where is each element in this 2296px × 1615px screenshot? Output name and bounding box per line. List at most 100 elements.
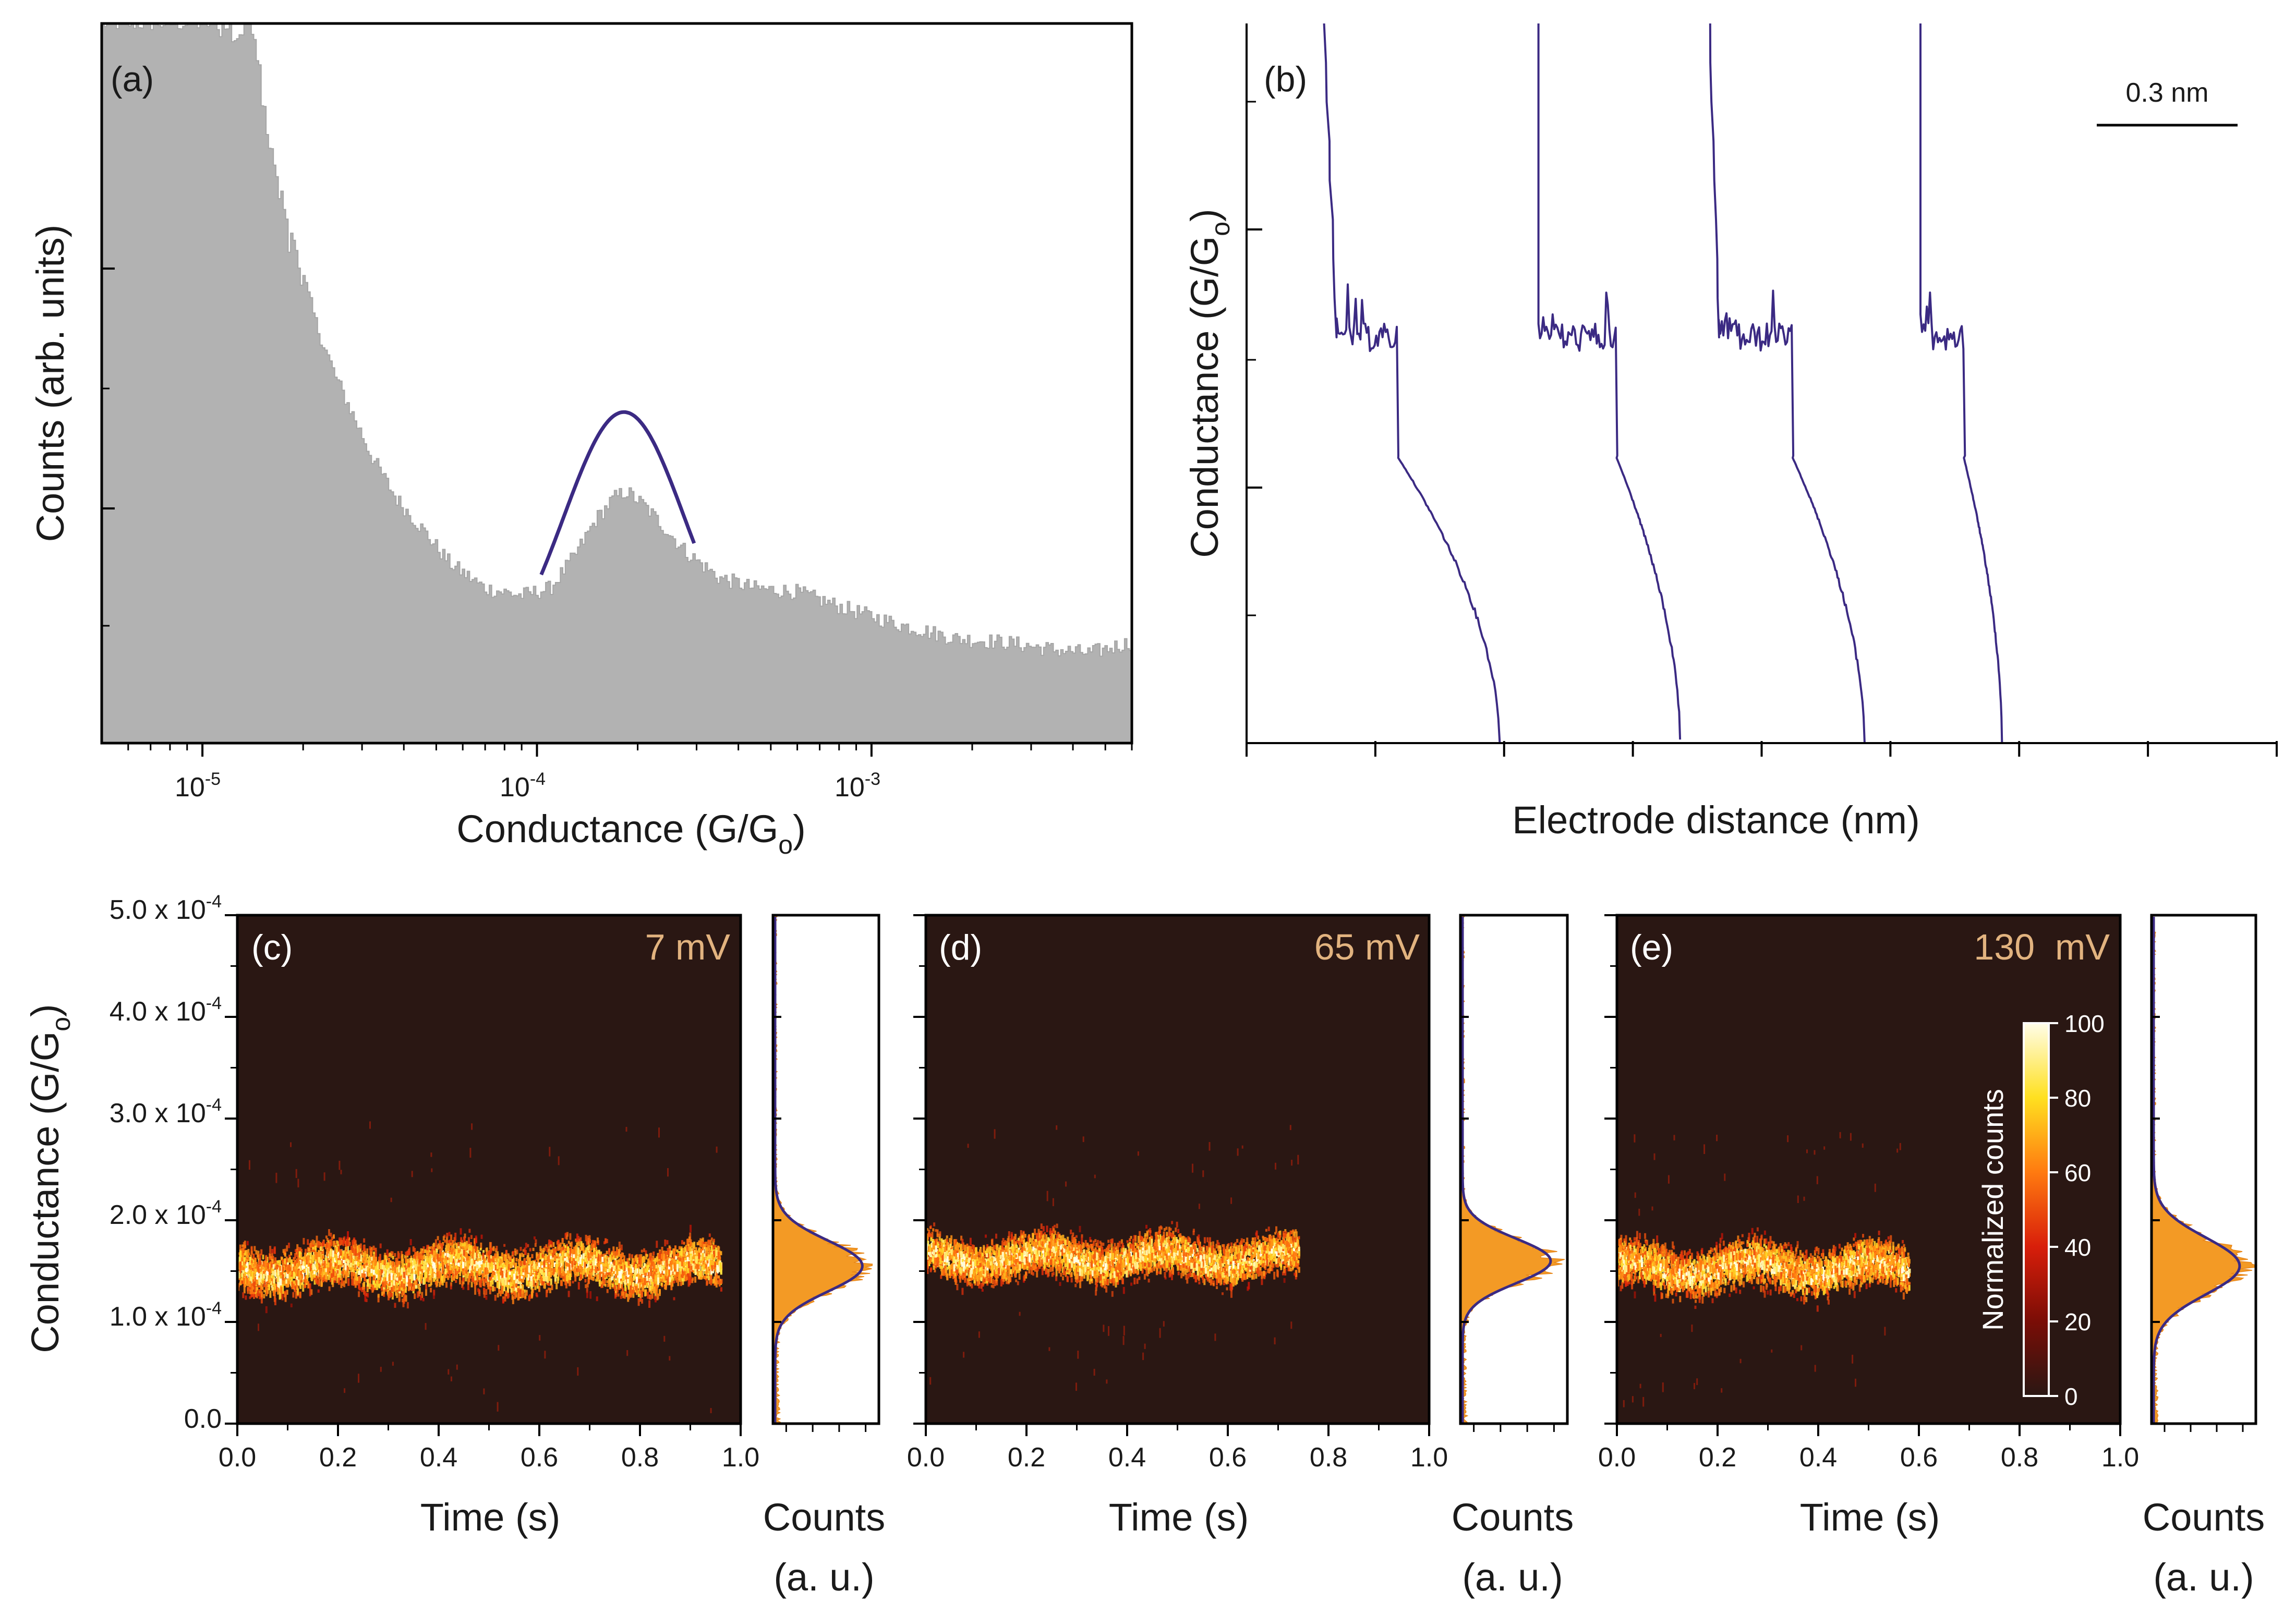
heat-pixel: [385, 1258, 388, 1265]
heat-pixel: [644, 1272, 646, 1276]
heat-pixel: [649, 1253, 651, 1259]
heat-pixel: [555, 1282, 558, 1290]
heat-pixel: [343, 1236, 346, 1244]
heat-pixel: [361, 1257, 364, 1264]
heat-pixel: [380, 1262, 382, 1269]
heat-pixel: [423, 1254, 426, 1260]
heat-pixel: [250, 1246, 253, 1254]
heat-pixel: [375, 1257, 377, 1261]
heat-pixel: [264, 1287, 267, 1291]
heat-pixel: [589, 1253, 592, 1259]
heat-pixel: [678, 1246, 681, 1250]
heat-pixel: [421, 1255, 424, 1261]
heat-pixel: [548, 1240, 550, 1246]
heat-pixel: [417, 1268, 420, 1276]
heat-pixel: [557, 1277, 559, 1284]
heat-pixel: [674, 1245, 676, 1252]
heat-pixel: [287, 1274, 290, 1281]
heat-pixel: [489, 1283, 492, 1291]
heat-pixel: [304, 1276, 307, 1283]
heat-pixel: [507, 1264, 510, 1270]
heat-pixel: [353, 1250, 356, 1256]
heat-pixel: [317, 1255, 319, 1259]
heat-pixel: [590, 1243, 593, 1250]
heat-pixel: [244, 1260, 247, 1264]
heat-pixel: [578, 1277, 581, 1281]
heat-pixel: [429, 1284, 432, 1287]
heat-pixel: [341, 1271, 344, 1274]
heat-pixel: [545, 1267, 548, 1271]
heat-pixel: [673, 1262, 676, 1269]
heat-pixel: [424, 1261, 426, 1265]
heat-pixel: [635, 1255, 637, 1261]
heat-pixel: [712, 1245, 715, 1250]
heat-pixel: [512, 1296, 514, 1304]
heat-pixel: [495, 1271, 498, 1278]
heat-pixel: [550, 1256, 552, 1259]
heat-pixel: [594, 1241, 597, 1245]
heat-pixel: [467, 1284, 469, 1291]
heat-pixel: [613, 1251, 616, 1259]
heat-pixel: [579, 1237, 582, 1242]
heat-pixel: [374, 1283, 377, 1288]
heat-pixel: [254, 1257, 256, 1265]
heat-pixel: [366, 1260, 368, 1263]
heat-pixel: [605, 1274, 608, 1279]
heat-pixel: [241, 1272, 244, 1277]
heat-pixel: [469, 1250, 472, 1255]
heat-pixel: [412, 1266, 414, 1270]
heat-pixel: [695, 1256, 698, 1264]
heat-pixel: [682, 1279, 684, 1285]
heat-pixel: [440, 1264, 442, 1267]
heat-pixel: [589, 1261, 592, 1267]
heat-pixel: [361, 1250, 364, 1255]
heat-pixel: [661, 1272, 663, 1278]
heat-pixel: [327, 1266, 329, 1273]
heat-pixel: [548, 1288, 550, 1291]
panel-b-y-ticks: [1247, 101, 1262, 616]
heat-pixel: [616, 1255, 619, 1259]
heat-pixel: [420, 1248, 422, 1254]
heat-pixel: [265, 1281, 268, 1287]
heat-pixel: [271, 1253, 273, 1259]
heat-pixel: [577, 1258, 580, 1266]
heat-pixel: [483, 1293, 486, 1298]
heat-pixel: [480, 1242, 482, 1249]
heat-pixel: [600, 1260, 602, 1264]
heat-pixel: [283, 1280, 286, 1286]
heat-pixel: [675, 1270, 678, 1278]
heat-pixel: [540, 1263, 542, 1271]
heat-pixel: [394, 1303, 396, 1308]
heat-pixel: [534, 1285, 537, 1290]
heat-pixel: [504, 1256, 507, 1260]
heat-pixel: [397, 1253, 400, 1259]
heat-pixel: [330, 1278, 332, 1282]
heat-pixel: [448, 1244, 451, 1252]
heat-pixel: [522, 1269, 525, 1276]
heat-pixel: [336, 1240, 339, 1244]
heat-pixel: [560, 1273, 562, 1278]
heat-pixel: [390, 1287, 393, 1292]
heat-pixel: [569, 1248, 572, 1253]
heat-pixel: [239, 1250, 242, 1257]
heat-pixel: [539, 1268, 541, 1274]
heat-pixel: [601, 1268, 604, 1273]
heat-pixel: [378, 1282, 381, 1289]
heat-pixel: [384, 1258, 386, 1264]
heat-pixel: [542, 1250, 545, 1256]
heat-pixel: [522, 1278, 525, 1283]
heat-pixel: [302, 1284, 305, 1292]
heat-pixel: [525, 1272, 528, 1277]
heat-pixel: [522, 1268, 525, 1272]
heat-pixel: [476, 1249, 478, 1254]
heat-pixel: [528, 1280, 530, 1287]
heat-pixel: [251, 1268, 253, 1271]
heat-pixel: [681, 1273, 684, 1277]
heat-pixel: [692, 1249, 695, 1254]
heat-pixel: [363, 1286, 366, 1295]
heat-pixel: [660, 1276, 663, 1282]
heat-pixel: [567, 1276, 570, 1280]
heat-pixel: [374, 1247, 377, 1252]
heat-pixel: [521, 1260, 524, 1266]
heat-pixel: [459, 1244, 462, 1252]
